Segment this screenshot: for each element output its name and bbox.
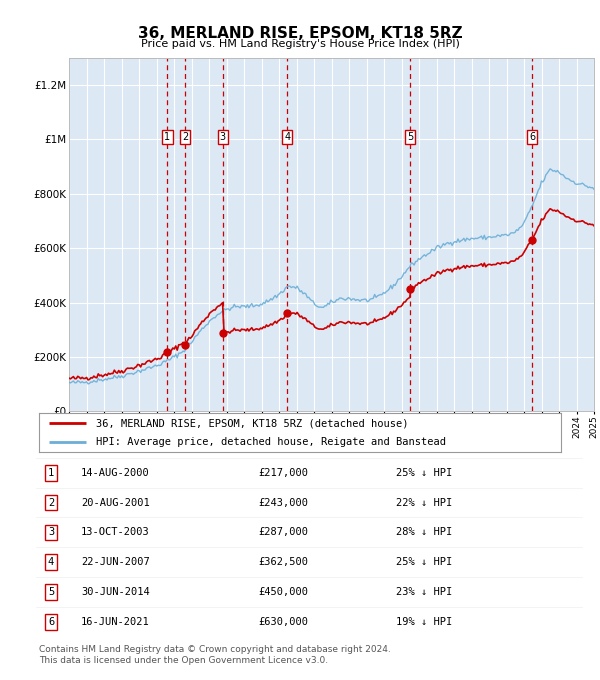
Text: 28% ↓ HPI: 28% ↓ HPI xyxy=(396,528,452,537)
Text: 1: 1 xyxy=(48,468,54,477)
Text: 1: 1 xyxy=(164,132,170,141)
Text: 4: 4 xyxy=(48,558,54,567)
Text: 5: 5 xyxy=(407,132,413,141)
Text: 5: 5 xyxy=(48,588,54,597)
Text: 2: 2 xyxy=(48,498,54,507)
Text: 16-JUN-2021: 16-JUN-2021 xyxy=(81,617,150,627)
Text: 22% ↓ HPI: 22% ↓ HPI xyxy=(396,498,452,507)
Text: £287,000: £287,000 xyxy=(258,528,308,537)
Text: 25% ↓ HPI: 25% ↓ HPI xyxy=(396,468,452,477)
Text: 36, MERLAND RISE, EPSOM, KT18 5RZ: 36, MERLAND RISE, EPSOM, KT18 5RZ xyxy=(137,26,463,41)
Text: 14-AUG-2000: 14-AUG-2000 xyxy=(81,468,150,477)
Text: £217,000: £217,000 xyxy=(258,468,308,477)
Text: 20-AUG-2001: 20-AUG-2001 xyxy=(81,498,150,507)
Text: 6: 6 xyxy=(529,132,535,141)
Text: 25% ↓ HPI: 25% ↓ HPI xyxy=(396,558,452,567)
Text: £450,000: £450,000 xyxy=(258,588,308,597)
Text: 3: 3 xyxy=(220,132,226,141)
Text: Price paid vs. HM Land Registry's House Price Index (HPI): Price paid vs. HM Land Registry's House … xyxy=(140,39,460,50)
Text: 3: 3 xyxy=(48,528,54,537)
Text: 6: 6 xyxy=(48,617,54,627)
Text: HPI: Average price, detached house, Reigate and Banstead: HPI: Average price, detached house, Reig… xyxy=(97,437,446,447)
Text: 22-JUN-2007: 22-JUN-2007 xyxy=(81,558,150,567)
Text: 23% ↓ HPI: 23% ↓ HPI xyxy=(396,588,452,597)
Text: 13-OCT-2003: 13-OCT-2003 xyxy=(81,528,150,537)
Text: 19% ↓ HPI: 19% ↓ HPI xyxy=(396,617,452,627)
Text: 4: 4 xyxy=(284,132,290,141)
Text: £243,000: £243,000 xyxy=(258,498,308,507)
Text: £362,500: £362,500 xyxy=(258,558,308,567)
Text: 36, MERLAND RISE, EPSOM, KT18 5RZ (detached house): 36, MERLAND RISE, EPSOM, KT18 5RZ (detac… xyxy=(97,418,409,428)
Text: Contains HM Land Registry data © Crown copyright and database right 2024.
This d: Contains HM Land Registry data © Crown c… xyxy=(39,645,391,665)
Text: 30-JUN-2014: 30-JUN-2014 xyxy=(81,588,150,597)
Text: £630,000: £630,000 xyxy=(258,617,308,627)
Text: 2: 2 xyxy=(182,132,188,141)
